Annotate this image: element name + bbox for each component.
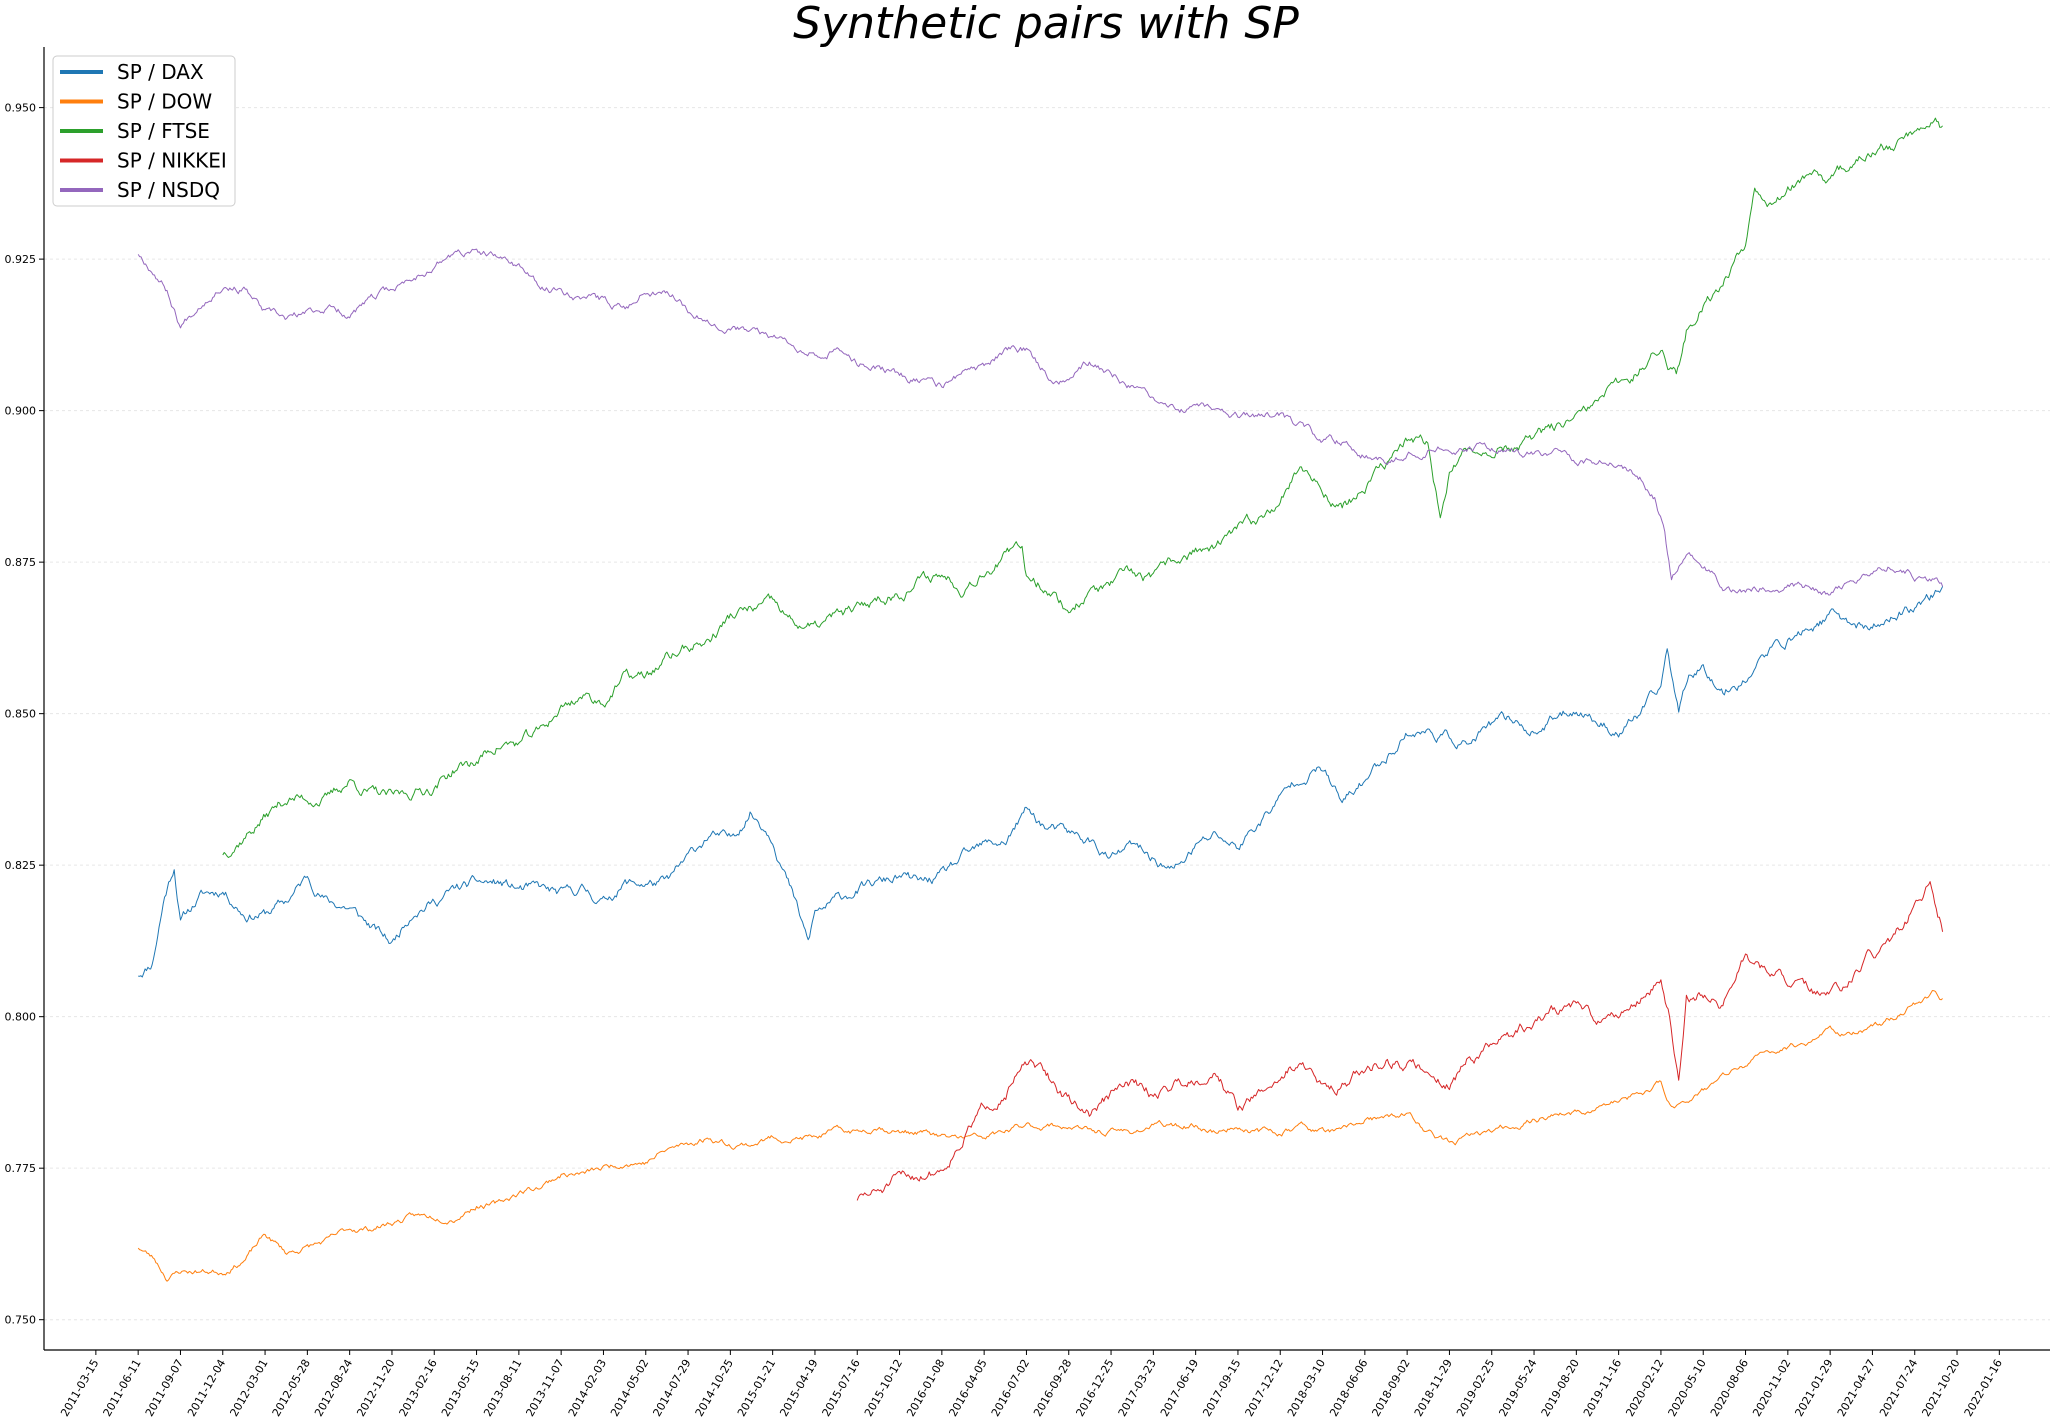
x-tick-label: 2017-03-23 <box>1116 1357 1159 1419</box>
legend-box <box>52 55 236 207</box>
x-tick-label: 2017-06-19 <box>1158 1357 1201 1419</box>
legend-label: SP / NSDQ <box>117 178 220 202</box>
x-tick-label: 2016-04-05 <box>947 1357 990 1419</box>
x-tick-label: 2011-03-15 <box>58 1357 101 1419</box>
x-tick-label: 2012-05-28 <box>270 1357 313 1419</box>
x-tick-label: 2015-04-19 <box>777 1357 820 1419</box>
x-tick-label: 2021-07-24 <box>1877 1357 1920 1419</box>
x-tick-label: 2016-01-08 <box>904 1357 947 1419</box>
x-tick-label: 2021-01-29 <box>1793 1357 1836 1419</box>
x-tick-label: 2012-11-20 <box>354 1357 397 1419</box>
x-tick-label: 2016-09-28 <box>1031 1357 1074 1419</box>
x-tick-label: 2016-07-02 <box>989 1357 1032 1419</box>
x-tick-label: 2021-10-20 <box>1919 1357 1962 1419</box>
x-tick-label: 2013-05-15 <box>439 1357 482 1419</box>
grid <box>44 107 2050 1321</box>
chart-title: Synthetic pairs with SP <box>793 0 1299 49</box>
x-tick-label: 2014-07-29 <box>650 1357 693 1419</box>
x-tick-label: 2020-11-02 <box>1750 1357 1793 1419</box>
x-tick-label: 2014-02-03 <box>566 1357 609 1419</box>
x-tick-label: 2011-09-07 <box>143 1357 186 1419</box>
y-tick-label: 0.925 <box>5 253 37 266</box>
x-tick-label: 2013-08-11 <box>481 1357 524 1419</box>
legend-label: SP / DOW <box>117 90 212 114</box>
series-layer <box>137 117 1944 1282</box>
series-line-sp-ftse <box>222 117 1943 858</box>
x-tick-label: 2014-10-25 <box>693 1357 736 1419</box>
x-tick-label: 2013-11-07 <box>524 1357 567 1419</box>
x-tick-label: 2015-01-21 <box>735 1357 778 1419</box>
legend: SP / DAX SP / DOW SP / FTSE SP / NIKKEI SP /… <box>52 55 236 207</box>
x-tick-label: 2019-08-20 <box>1539 1357 1582 1419</box>
x-tick-label: 2019-05-24 <box>1496 1357 1539 1419</box>
x-tick-label: 2013-02-16 <box>397 1357 440 1419</box>
y-ticks: 0.750 0.775 0.800 0.825 0.850 0.875 0.900 0.925… <box>5 102 44 1327</box>
y-tick-label: 0.875 <box>5 556 37 569</box>
y-tick-label: 0.900 <box>5 405 37 418</box>
y-tick-label: 0.825 <box>5 859 37 872</box>
y-tick-label: 0.950 <box>5 102 37 115</box>
x-tick-label: 2022-01-16 <box>1962 1357 2005 1419</box>
x-tick-label: 2014-05-02 <box>608 1357 651 1419</box>
x-tick-label: 2015-07-16 <box>820 1357 863 1419</box>
series-line-sp-dow <box>137 990 1943 1282</box>
x-tick-label: 2020-05-10 <box>1666 1357 1709 1419</box>
x-tick-label: 2011-06-11 <box>101 1357 144 1419</box>
series-line-sp-dax <box>138 586 1944 978</box>
x-tick-label: 2015-10-12 <box>862 1357 905 1419</box>
series-line-sp-nsdq <box>137 248 1944 596</box>
legend-label: SP / NIKKEI <box>117 149 227 173</box>
x-tick-label: 2017-09-15 <box>1200 1357 1243 1419</box>
x-tick-label: 2018-11-29 <box>1412 1357 1455 1419</box>
x-tick-label: 2012-08-24 <box>312 1357 355 1419</box>
axes <box>43 47 2050 1351</box>
x-tick-label: 2016-12-25 <box>1073 1357 1116 1419</box>
x-tick-label: 2017-12-12 <box>1243 1357 1286 1419</box>
x-tick-label: 2011-12-04 <box>185 1357 228 1419</box>
legend-label: SP / DAX <box>117 60 204 84</box>
x-tick-label: 2012-03-01 <box>227 1357 270 1419</box>
x-tick-label: 2020-02-12 <box>1623 1357 1666 1419</box>
y-tick-label: 0.800 <box>5 1011 37 1024</box>
x-tick-label: 2021-04-27 <box>1835 1357 1878 1419</box>
x-tick-label: 2019-02-25 <box>1454 1357 1497 1419</box>
x-tick-label: 2018-09-02 <box>1370 1357 1413 1419</box>
y-tick-label: 0.775 <box>5 1162 37 1175</box>
series-line-sp-nikkei <box>856 881 1944 1201</box>
x-tick-label: 2019-11-16 <box>1581 1357 1624 1419</box>
x-tick-label: 2018-06-06 <box>1327 1357 1370 1419</box>
x-tick-label: 2018-03-10 <box>1285 1357 1328 1419</box>
x-tick-label: 2020-08-06 <box>1708 1357 1751 1419</box>
y-tick-label: 0.750 <box>5 1314 37 1327</box>
legend-label: SP / FTSE <box>117 119 210 143</box>
y-tick-label: 0.850 <box>5 708 37 721</box>
x-ticks: 2011-03-15 2011-06-11 2011-09-07 2011-12-04… <box>58 1350 2005 1419</box>
